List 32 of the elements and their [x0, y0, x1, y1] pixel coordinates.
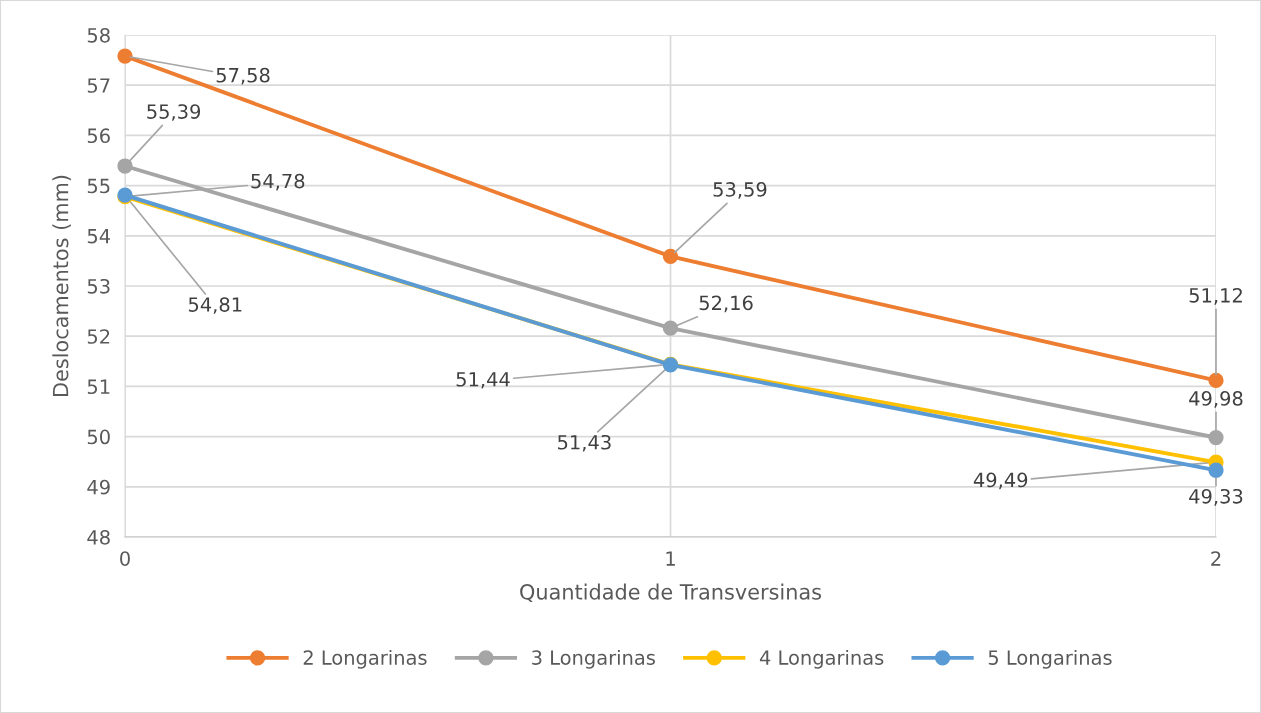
data-label: 55,39 [147, 104, 201, 121]
x-tick-label: 1 [666, 551, 675, 566]
y-tick-label: 51 [87, 379, 110, 395]
y-tick-label: 54 [87, 229, 111, 244]
y-tick-label: 50 [87, 429, 110, 445]
y-tick-label: 52 [87, 329, 110, 344]
data-label: 49,33 [1189, 488, 1243, 506]
legend-label: 4 Longarinas [759, 649, 884, 669]
x-axis-title: Quantidade de Transversinas [520, 583, 822, 603]
data-label: 51,12 [1189, 287, 1242, 305]
data-label: 54,78 [251, 173, 305, 191]
x-tick-label: 0 [120, 551, 130, 566]
legend-label: 5 Longarinas [988, 649, 1112, 669]
data-label: 52,16 [699, 295, 753, 313]
y-tick-label: 57 [87, 78, 110, 93]
data-label: 54,81 [188, 297, 242, 314]
data-label: 51,43 [558, 434, 611, 452]
data-label: 51,44 [456, 372, 510, 389]
legend-label: 3 Longarinas [532, 649, 655, 669]
y-tick-label: 53 [87, 278, 110, 294]
y-tick-label: 56 [87, 128, 110, 144]
data-label: 57,58 [216, 67, 270, 85]
y-tick-label: 58 [87, 27, 110, 43]
y-tick-label: 48 [87, 529, 110, 545]
x-tick-label: 2 [1211, 551, 1221, 566]
y-tick-label: 49 [87, 479, 110, 495]
data-label: 53,59 [713, 182, 767, 199]
data-label: 49,98 [1189, 391, 1243, 408]
legend-label: 2 Longarinas [303, 649, 427, 669]
y-axis-title: Deslocamentos (mm) [52, 175, 71, 396]
y-tick-label: 55 [87, 178, 110, 194]
data-label: 49,49 [973, 472, 1028, 490]
